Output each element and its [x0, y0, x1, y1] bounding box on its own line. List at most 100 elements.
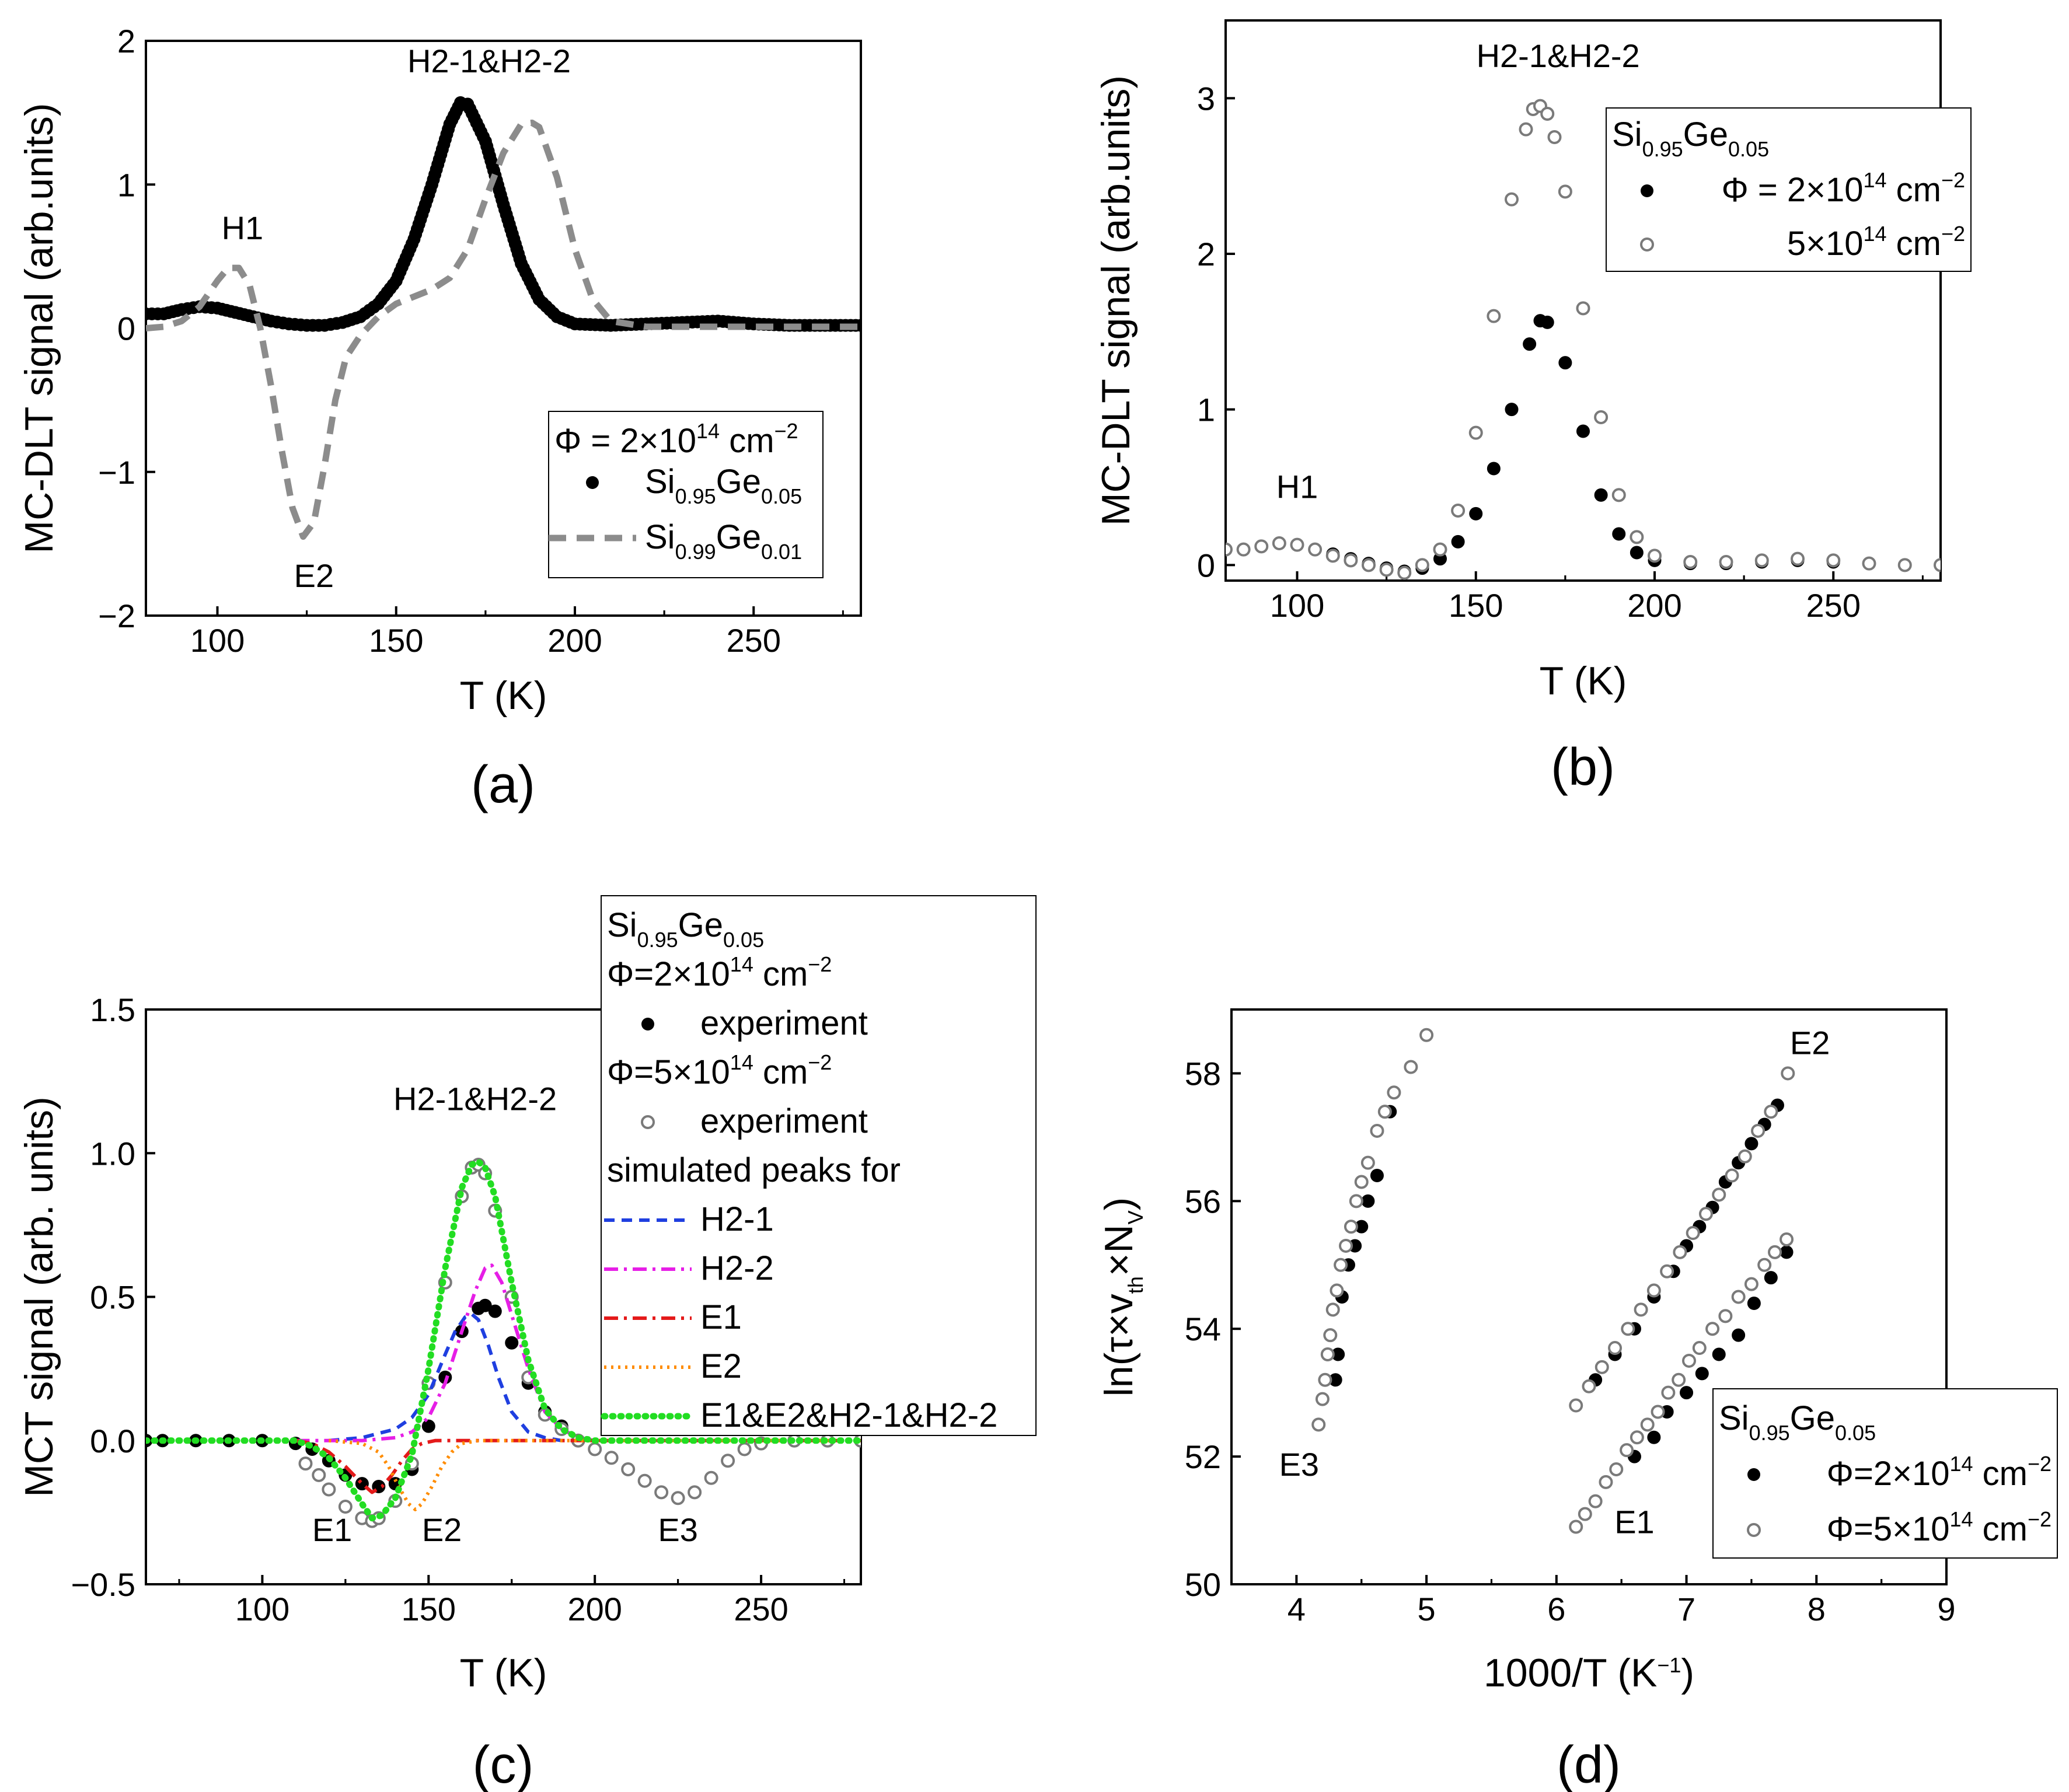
legend-entry: Φ = 2×1014 cm−2: [1721, 168, 1965, 209]
data-point: [1354, 1175, 1369, 1189]
data-point: [1325, 549, 1340, 563]
panel-c: 100 150 200 250 −0.5 0.0 0.5 1.0 1.5 T (K) MCT sig…: [17, 895, 1037, 1792]
data-point: [1569, 1398, 1583, 1413]
annotation-label: H2-1&H2-2: [393, 1080, 557, 1117]
data-point: [1576, 424, 1590, 438]
y-tick-label: 52: [1185, 1438, 1221, 1475]
data-point: [1754, 553, 1769, 568]
data-point: [1646, 1283, 1661, 1298]
legend-heading: simulated peaks for: [607, 1151, 901, 1189]
data-point: [588, 1442, 602, 1456]
x-tick-label: 100: [190, 622, 245, 659]
data-point: [1349, 1194, 1363, 1208]
data-point: [1695, 1367, 1709, 1381]
data-point: [1379, 563, 1394, 577]
data-point: [1334, 1257, 1348, 1272]
y-tick-label: 1: [1197, 392, 1215, 428]
legend-fluence: Φ=2×1014 cm−2: [607, 952, 832, 993]
data-point: [737, 1442, 752, 1456]
data-point: [1433, 542, 1447, 557]
legend-entry: H2-2: [700, 1249, 774, 1287]
data-point: [1686, 1226, 1700, 1241]
data-point: [1320, 1347, 1335, 1361]
data-point: [322, 1482, 336, 1497]
data-point: [621, 1462, 636, 1476]
data-point: [1311, 1417, 1326, 1432]
panel-label: (d): [1557, 1736, 1621, 1792]
y-tick-label: 56: [1185, 1183, 1221, 1220]
annotation-label: H2-1&H2-2: [407, 43, 571, 79]
data-point: [1468, 425, 1483, 440]
plot-frame: [1224, 19, 1942, 582]
data-point: [1362, 558, 1376, 572]
data-point: [478, 1298, 492, 1312]
data-point: [1451, 504, 1466, 518]
legend-entry: Φ=2×1014 cm−2: [1827, 1452, 2051, 1493]
y-tick-label: 2: [117, 23, 135, 60]
data-point: [1290, 537, 1304, 552]
data-point: [1698, 1207, 1713, 1221]
annotation-label: E2: [1790, 1025, 1830, 1061]
data-point: [1780, 1245, 1794, 1259]
panel-label: (b): [1551, 738, 1615, 797]
x-tick-label: 6: [1547, 1591, 1565, 1627]
data-point: [1757, 1257, 1772, 1272]
data-point: [1780, 1232, 1794, 1246]
data-point: [1673, 1245, 1687, 1259]
data-point: [1325, 1302, 1340, 1317]
data-point: [1558, 184, 1572, 199]
legend-title: Si0.95Ge0.05: [1612, 116, 1769, 161]
data-point: [1315, 1392, 1330, 1406]
y-tick-label: 3: [1197, 80, 1215, 117]
data-point: [1682, 1353, 1696, 1368]
data-point: [721, 1454, 735, 1468]
annotation-label: E3: [1279, 1446, 1320, 1483]
data-point: [1540, 315, 1554, 329]
y-tick-label: −0.5: [71, 1566, 135, 1603]
panel-label: (c): [473, 1736, 534, 1792]
x-tick-label: 250: [1806, 587, 1861, 624]
legend: Si0.95Ge0.05 Φ = 2×1014 cm−2 5×1014 cm−2: [1606, 107, 1972, 272]
x-tick-label: 250: [727, 622, 781, 659]
legend-entry: Φ=5×1014 cm−2: [1827, 1507, 2051, 1548]
annotation-label: E2: [294, 557, 334, 594]
data-point: [421, 1419, 435, 1433]
x-tick-label: 4: [1288, 1591, 1306, 1627]
data-point: [1272, 536, 1286, 550]
legend-title: Si0.95Ge0.05: [1719, 1399, 1876, 1445]
data-point: [1308, 542, 1323, 557]
data-point: [1487, 309, 1501, 323]
data-point: [1339, 1238, 1353, 1253]
series-line-2: [329, 1312, 562, 1442]
legend-marker-filled: [1641, 184, 1653, 197]
annotation-label: E1: [1614, 1503, 1655, 1540]
x-tick-label: 9: [1937, 1591, 1955, 1627]
data-point: [1519, 122, 1533, 137]
legend: Si0.95Ge0.05Φ=2×1014 cm−2 experiment Φ=5×1…: [601, 895, 1037, 1436]
legend-entry: E1: [700, 1298, 742, 1336]
data-point: [1747, 1296, 1761, 1310]
data-point: [1712, 1187, 1726, 1202]
x-tick-label: 7: [1677, 1591, 1695, 1627]
data-point: [1672, 1372, 1686, 1387]
x-tick-label: 5: [1418, 1591, 1436, 1627]
data-point: [1862, 556, 1876, 571]
y-tick-label: 58: [1185, 1055, 1221, 1092]
data-point: [488, 1304, 502, 1318]
data-point: [1934, 558, 1941, 572]
data-point: [1451, 535, 1465, 549]
x-tick-label: 150: [402, 1591, 456, 1627]
data-point: [1254, 539, 1269, 554]
annotation-label: H1: [1276, 469, 1318, 505]
annotation-label: H2-1&H2-2: [1477, 37, 1640, 74]
panel-label: (a): [471, 756, 535, 814]
y-tick-label: 1.5: [90, 991, 135, 1028]
data-point: [1712, 1347, 1726, 1361]
data-point: [654, 1485, 669, 1500]
data-point: [1397, 565, 1412, 580]
legend-marker-filled: [1747, 1468, 1760, 1481]
x-tick-label: 200: [567, 1591, 622, 1627]
data-point: [338, 1500, 353, 1514]
series-line-1: [146, 119, 861, 540]
